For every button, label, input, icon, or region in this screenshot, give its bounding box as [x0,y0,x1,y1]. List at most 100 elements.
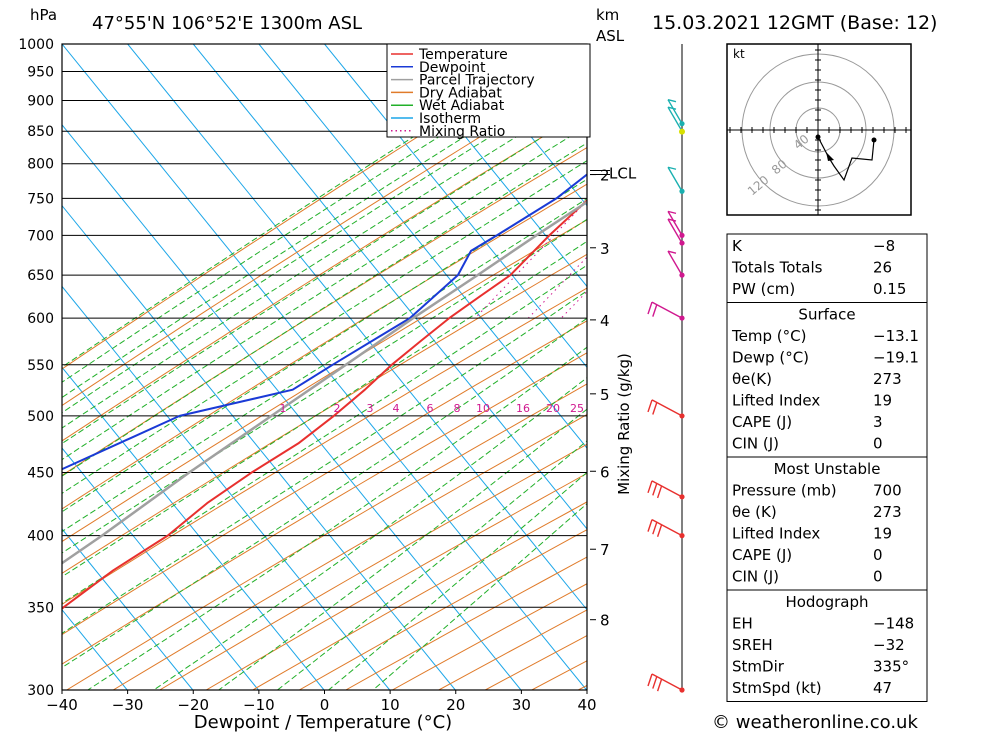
temperature-tick-labels: −40 −30 −20 −10 0 10 20 30 40 [46,690,597,714]
wind-barb-flag [652,402,658,415]
temperature-tick-label: −20 [177,696,209,714]
pressure-tick-label: 300 [27,683,54,699]
km-tick-label: 4 [600,312,610,330]
unit-km-label: km [596,6,619,24]
pressure-tick-label: 1000 [18,37,54,53]
indices-label: Lifted Index [732,392,820,410]
wind-barb-flag [656,678,663,692]
unit-asl-label: ASL [596,27,625,45]
indices-box [726,589,928,702]
indices-label: Lifted Index [732,525,820,543]
km-tick-label: 8 [600,612,610,630]
isotherm-line [389,44,587,288]
mixing-ratio-label: 10 [476,402,490,415]
wind-barb-flag [667,166,677,170]
indices-box-title: Hodograph [785,593,868,611]
dry-adiabat-line [66,383,587,690]
wind-barb-staff [667,166,683,192]
pressure-tick-label: 550 [27,358,54,374]
indices-label: SREH [732,636,773,654]
km-tick-label: 6 [600,463,610,481]
legend-entry: Isotherm [419,111,481,127]
dry-adiabat-line [62,352,587,665]
wind-barb-flag [667,106,677,110]
wet-adiabat-line [62,92,587,429]
indices-value: 273 [873,370,902,388]
indices-value: −19.1 [873,349,919,367]
wet-adiabat-line [62,240,587,578]
wind-barb-staff [667,99,683,125]
indices-label: EH [732,615,753,633]
legend-entry: Parcel Trajectory [419,73,535,89]
indices-box-title: Most Unstable [774,460,881,478]
hodograph-start-point [815,134,821,140]
wind-barb-flag [652,521,658,535]
indices-label: StmDir [732,658,785,676]
indices-value: 26 [873,259,892,277]
wind-barb-staff [651,399,683,417]
indices-value: 0 [873,546,883,564]
storm-motion-arrow [826,152,834,161]
wind-barb-flag [656,524,663,537]
pressure-tick-label: 450 [27,465,54,481]
legend-entry: Dewpoint [419,60,486,76]
wet-adiabat-line [328,471,587,690]
indices-box [726,233,928,303]
lcl-label: LCL [609,165,637,183]
temperature-tick-label: −10 [243,696,275,714]
wind-barb-staff [667,218,683,244]
datetime-title: 15.03.2021 12GMT (Base: 12) [652,12,937,34]
indices-box [726,302,928,458]
indices-label: CIN (J) [732,435,779,453]
dry-adiabat-line [159,443,587,690]
pressure-tick-label: 800 [27,157,54,173]
indices-label: Temp (°C) [731,327,806,345]
indices-value: −13.1 [873,327,919,345]
indices-value: 700 [873,482,902,500]
x-axis-label: Dewpoint / Temperature (°C) [194,712,452,733]
indices-box-title: Surface [798,306,855,324]
indices-label: θe (K) [732,503,777,521]
indices-label: Dewp (°C) [732,349,809,367]
wind-barb-flag [647,673,653,687]
indices-box [726,456,928,591]
wind-barb-flag [667,218,677,222]
mixing-ratio-label: 6 [427,402,434,415]
legend-entry: Temperature [418,47,508,63]
indices-label: K [732,237,743,255]
wet-adiabat-line [87,346,587,690]
mixing-ratio-label: 16 [516,402,530,415]
dry-adiabat-line [62,109,587,442]
indices-value: 335° [873,658,909,676]
temperature-tick-label: −40 [46,696,78,714]
wet-adiabat-line [62,160,587,494]
wind-barb-staff [651,301,683,319]
sounding-series [62,173,587,610]
wind-barb-dot [679,533,685,539]
wet-adiabat-line [62,44,587,383]
legend-entry: Dry Adiabat [419,85,502,101]
surface-wind-dot [679,128,685,135]
isotherm-line [455,44,587,207]
hodograph-unit: kt [733,47,745,61]
isotherm-line [62,44,587,690]
indices-label: StmSpd (kt) [732,679,822,697]
temperature-tick-label: −30 [112,696,144,714]
km-tick-label: 5 [600,386,610,404]
pressure-tick-label: 900 [27,94,54,110]
mixing-ratio-label: 25 [570,402,584,415]
isotherm-line [258,44,587,449]
indices-value: 47 [873,679,892,697]
wind-barb-flag [667,210,677,215]
pressure-tick-label: 700 [27,228,54,244]
km-tick-label: 2 [600,167,610,185]
wind-barb-flag [647,301,653,315]
hodograph-end-point [871,137,877,143]
mixing-ratio-label: 8 [454,402,461,415]
indices-table: K −8 Totals Totals 26 PW (cm) 0.15 Surface Temp… [726,233,928,702]
wind-barb-flag [667,98,677,103]
wind-barb-staff [667,211,683,236]
temperature-tick-label: 30 [512,696,531,714]
wet-adiabat-line [62,75,587,414]
